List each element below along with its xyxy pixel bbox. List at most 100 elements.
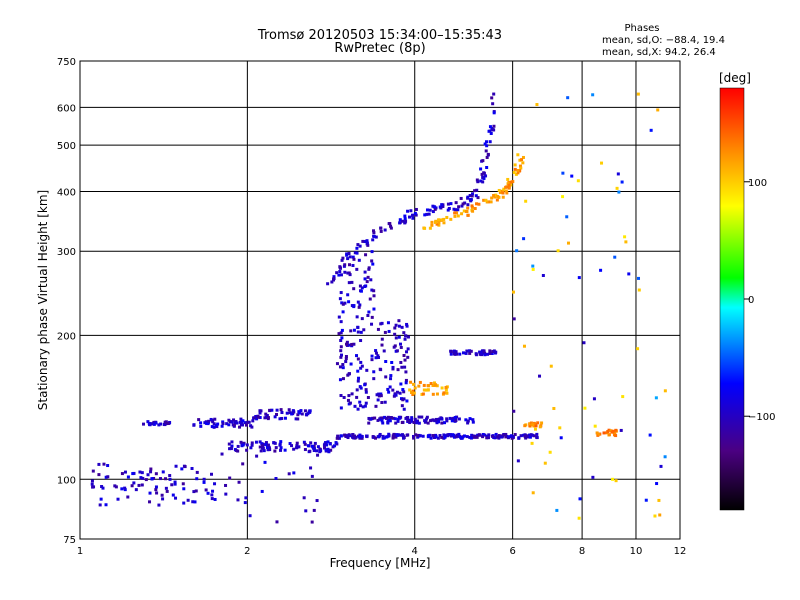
data-point bbox=[473, 189, 477, 193]
data-point bbox=[653, 514, 657, 518]
data-point bbox=[365, 242, 369, 246]
y-tick-label: 100 bbox=[57, 475, 76, 486]
x-tick-label: 4 bbox=[412, 546, 418, 557]
data-point bbox=[378, 367, 382, 371]
data-point bbox=[403, 217, 407, 221]
data-point bbox=[288, 442, 292, 446]
data-point bbox=[529, 421, 533, 425]
data-point bbox=[524, 199, 528, 203]
data-point bbox=[157, 503, 161, 507]
data-point bbox=[636, 92, 640, 96]
data-point bbox=[401, 388, 405, 392]
data-point bbox=[527, 433, 531, 437]
data-point bbox=[370, 250, 374, 254]
data-point bbox=[391, 416, 395, 420]
data-point bbox=[183, 465, 187, 469]
data-point bbox=[168, 474, 172, 478]
data-point bbox=[341, 377, 345, 381]
data-point bbox=[485, 436, 489, 440]
data-point bbox=[495, 198, 499, 202]
data-point bbox=[295, 441, 299, 445]
data-point bbox=[412, 421, 416, 425]
data-point bbox=[474, 194, 478, 198]
data-points bbox=[90, 92, 667, 524]
data-point bbox=[339, 355, 343, 359]
data-point bbox=[453, 350, 457, 354]
data-point bbox=[471, 418, 475, 422]
data-point bbox=[220, 424, 224, 428]
data-point bbox=[416, 434, 420, 438]
data-point bbox=[339, 320, 343, 324]
data-point bbox=[303, 442, 307, 446]
data-point bbox=[624, 240, 628, 244]
data-point bbox=[252, 416, 256, 420]
data-point bbox=[606, 430, 610, 434]
data-point bbox=[623, 235, 627, 239]
data-point bbox=[283, 448, 287, 452]
data-point bbox=[404, 370, 408, 374]
data-point bbox=[159, 422, 163, 426]
data-point bbox=[531, 433, 535, 437]
data-point bbox=[224, 483, 228, 487]
data-point bbox=[454, 201, 458, 205]
data-point bbox=[154, 488, 158, 492]
data-point bbox=[310, 520, 314, 524]
data-point bbox=[556, 249, 560, 253]
data-point bbox=[180, 467, 184, 471]
data-point bbox=[351, 255, 355, 259]
data-point bbox=[607, 433, 611, 437]
data-point bbox=[372, 231, 376, 235]
data-point bbox=[365, 368, 369, 372]
data-point bbox=[455, 352, 459, 356]
data-point bbox=[190, 466, 194, 470]
data-point bbox=[141, 422, 145, 426]
data-point bbox=[411, 216, 415, 220]
data-point bbox=[299, 409, 303, 413]
data-point bbox=[352, 287, 356, 291]
data-point bbox=[486, 152, 490, 156]
data-point bbox=[501, 189, 505, 193]
data-point bbox=[249, 446, 253, 450]
data-point bbox=[292, 447, 296, 451]
data-point bbox=[114, 485, 118, 489]
data-point bbox=[319, 449, 323, 453]
data-point bbox=[453, 211, 457, 215]
data-point bbox=[418, 380, 422, 384]
data-point bbox=[334, 441, 338, 445]
data-point bbox=[389, 224, 393, 228]
x-tick-label: 8 bbox=[579, 546, 585, 557]
data-point bbox=[458, 435, 462, 439]
data-point bbox=[339, 434, 343, 438]
data-point bbox=[238, 425, 242, 429]
data-point bbox=[426, 434, 430, 438]
data-point bbox=[591, 475, 595, 479]
data-point bbox=[236, 444, 240, 448]
data-point bbox=[370, 322, 374, 326]
data-point bbox=[337, 332, 341, 336]
data-point bbox=[245, 448, 249, 452]
data-point bbox=[315, 499, 319, 503]
data-point bbox=[104, 475, 108, 479]
data-point bbox=[338, 365, 342, 369]
data-point bbox=[250, 441, 254, 445]
data-point bbox=[480, 172, 484, 176]
data-point bbox=[592, 397, 596, 401]
data-point bbox=[394, 435, 398, 439]
data-point bbox=[376, 418, 380, 422]
data-point bbox=[412, 436, 416, 440]
data-point bbox=[418, 434, 422, 438]
data-point bbox=[440, 421, 444, 425]
data-point bbox=[149, 470, 153, 474]
data-point bbox=[398, 433, 402, 437]
data-point bbox=[478, 433, 482, 437]
data-point bbox=[374, 404, 378, 408]
data-point bbox=[388, 222, 392, 226]
data-point bbox=[387, 329, 391, 333]
data-point bbox=[343, 301, 347, 305]
data-point bbox=[332, 275, 336, 279]
data-point bbox=[359, 386, 363, 390]
data-point bbox=[395, 390, 399, 394]
data-point bbox=[438, 434, 442, 438]
data-point bbox=[619, 428, 623, 432]
data-point bbox=[165, 489, 169, 493]
